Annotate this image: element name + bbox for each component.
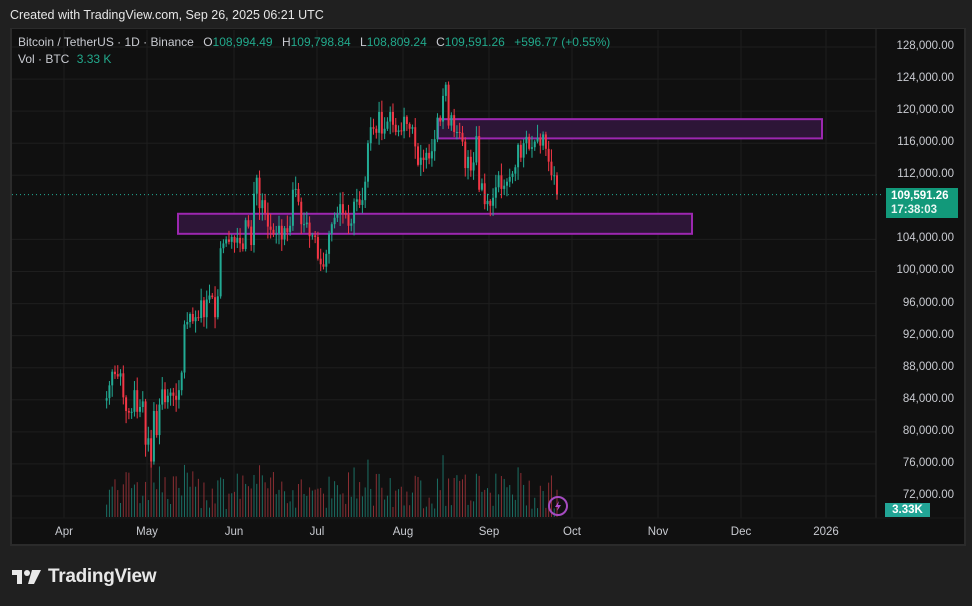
price-axis-label: 112,000.00 [897, 168, 954, 181]
price-axis-label: 88,000.00 [902, 360, 954, 373]
current-price-tag: 109,591.26 17:38:03 [886, 188, 958, 218]
price-axis-label: 104,000.00 [896, 232, 954, 245]
bar-countdown: 17:38:03 [891, 204, 938, 216]
ohlc-row: Bitcoin / TetherUS · 1D · Binance O108,9… [18, 35, 610, 52]
price-axis-label: 80,000.00 [902, 424, 954, 437]
symbol-label[interactable]: Bitcoin / TetherUS · 1D · Binance [18, 35, 194, 49]
time-axis-label: Jul [309, 526, 325, 538]
created-with-header: Created with TradingView.com, Sep 26, 20… [10, 8, 324, 22]
time-axis-label: Apr [55, 526, 73, 538]
price-axis-label: 100,000.00 [896, 264, 954, 277]
close-label: C [436, 35, 445, 49]
time-axis-label: May [136, 526, 158, 538]
high-label: H [281, 35, 291, 49]
time-axis-label: Jun [224, 526, 244, 538]
time-axis-label: 2026 [813, 526, 839, 538]
price-axis-label: 76,000.00 [902, 456, 954, 469]
lightning-icon[interactable] [548, 496, 568, 516]
price-axis-label: 92,000.00 [902, 328, 954, 341]
price-axis-label: 124,000.00 [896, 72, 954, 85]
price-axis-label: 96,000.00 [902, 296, 954, 309]
current-price: 109,591.26 [891, 190, 949, 202]
open-label: O [203, 35, 213, 49]
upper-resistance-zone[interactable] [437, 118, 823, 140]
tradingview-logo-icon [12, 570, 41, 584]
low-value: 108,809.24 [366, 35, 427, 49]
change-value: +596.77 (+0.55%) [514, 35, 611, 49]
lower-support-zone[interactable] [177, 212, 693, 235]
chart-frame [10, 28, 966, 546]
volume-row: Vol · BTC 3.33 K [18, 52, 610, 69]
brand-name: TradingView [48, 566, 157, 587]
chart-legend: Bitcoin / TetherUS · 1D · Binance O108,9… [18, 35, 610, 69]
price-axis-label: 72,000.00 [902, 488, 954, 501]
open-value: 108,994.49 [212, 35, 273, 49]
price-axis-label: 128,000.00 [896, 40, 954, 52]
high-value: 109,798.84 [290, 35, 351, 49]
close-value: 109,591.26 [444, 35, 505, 49]
price-axis-label: 116,000.00 [897, 136, 954, 149]
time-axis-label: Aug [392, 526, 414, 538]
time-axis-label: Oct [563, 526, 581, 538]
time-axis-label: Nov [647, 526, 669, 538]
time-axis-label: Sep [478, 526, 500, 538]
time-axis-label: Dec [730, 526, 752, 538]
price-axis-label: 120,000.00 [896, 104, 954, 117]
volume-label[interactable]: Vol · BTC [18, 52, 70, 66]
volume-value: 3.33 K [76, 52, 112, 66]
low-label: L [360, 35, 367, 49]
volume-tag: 3.33K [885, 503, 930, 517]
tradingview-logo: TradingView [12, 566, 157, 588]
price-axis-label: 84,000.00 [902, 392, 954, 405]
